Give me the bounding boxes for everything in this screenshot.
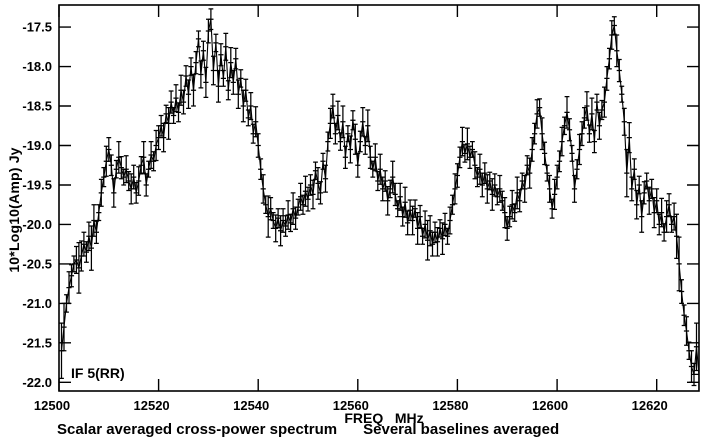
y-tick-label: -18.0 — [22, 59, 52, 74]
y-tick-label: -19.5 — [22, 178, 52, 193]
x-tick-label: 12600 — [532, 398, 568, 413]
data-layer — [59, 8, 699, 391]
x-tick-label: 12540 — [233, 398, 269, 413]
y-tick-label: -22.0 — [22, 375, 52, 390]
data-line — [60, 19, 699, 375]
x-tick-label: 12560 — [333, 398, 369, 413]
error-bars — [59, 8, 699, 391]
y-tick-label: -19.0 — [22, 138, 52, 153]
y-tick-label: -20.5 — [22, 256, 52, 271]
x-axis-label: FREQ MHz — [344, 410, 424, 426]
y-tick-label: -17.5 — [22, 20, 52, 35]
caption-right: Several baselines averaged — [363, 421, 560, 438]
caption-left: Scalar averaged cross-power spectrum — [57, 421, 338, 438]
y-axis-label: 10*Log10(Amp) Jy — [6, 147, 22, 273]
axis-ticks — [58, 5, 699, 391]
y-tick-label: -18.5 — [22, 99, 52, 114]
x-tick-label: 12620 — [632, 398, 668, 413]
if-annotation: IF 5(RR) — [71, 365, 125, 381]
y-tick-label: -21.5 — [22, 335, 52, 350]
x-tick-label: 12520 — [134, 398, 170, 413]
x-tick-label: 12580 — [432, 398, 468, 413]
plot-caption: Scalar averaged cross-power spectrum Sev… — [57, 421, 559, 438]
plot-frame — [58, 4, 700, 392]
y-tick-label: -20.0 — [22, 217, 52, 232]
point-markers — [59, 18, 699, 376]
x-tick-label: 12500 — [34, 398, 70, 413]
y-tick-label: -21.0 — [22, 296, 52, 311]
